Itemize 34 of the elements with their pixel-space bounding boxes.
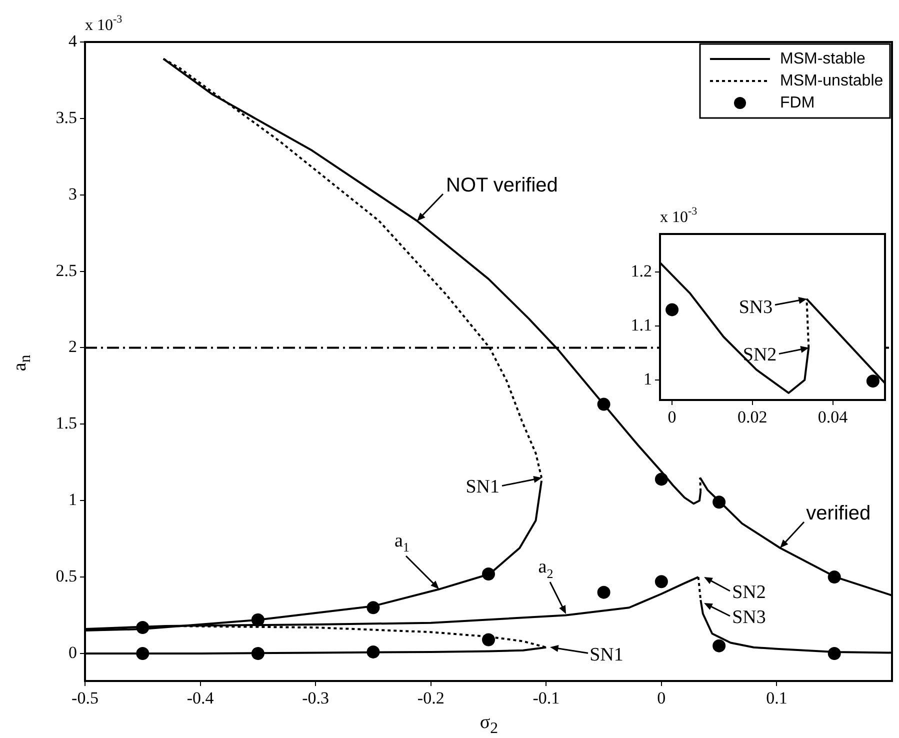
x-tick-label: 0.1 — [766, 688, 788, 708]
y-tick-label: 0.5 — [56, 566, 77, 586]
annotation: SN2 — [732, 582, 766, 604]
x-tick-label: -0.1 — [532, 688, 560, 708]
y-tick-label: 2.5 — [56, 260, 77, 280]
y-tick-label: 1 — [644, 369, 652, 388]
x-axis-title: σ$_{2}$ — [478, 712, 500, 738]
x-tick-label: 0.04 — [818, 408, 848, 427]
annotation: SN2 — [742, 344, 777, 366]
y-tick-label: 1.2 — [630, 261, 652, 280]
annotation: verified — [806, 502, 871, 525]
y-tick-label: 1.5 — [56, 414, 77, 433]
legend-label: MSM-stable — [780, 50, 866, 68]
y-tick-label: 1 — [68, 490, 77, 510]
y-tick-label: 4 — [68, 31, 78, 50]
y-tick-label: 2 — [68, 337, 77, 356]
annotation: SN3 — [738, 296, 773, 318]
x-tick-label: -0.3 — [302, 688, 330, 708]
x-tick-label: -0.4 — [186, 688, 214, 708]
x-tick-label: 0.02 — [738, 408, 768, 427]
x-tick-label: -0.2 — [417, 688, 444, 708]
legend-label: FDM — [780, 94, 815, 112]
y-tick-label: 3 — [68, 184, 77, 204]
x-tick-label: 0 — [668, 408, 676, 427]
legend-label: MSM-unstable — [780, 72, 884, 90]
y-tick-label: 0 — [68, 642, 77, 662]
annotation: NOT verified — [446, 174, 558, 196]
annotation: SN3 — [732, 607, 766, 628]
x-tick-label: 0 — [657, 688, 666, 708]
annotation: SN1 — [466, 476, 500, 498]
annotation: SN1 — [590, 644, 624, 666]
y-tick-label: 1.1 — [630, 315, 652, 334]
x-tick-label: -0.5 — [72, 688, 98, 708]
y-tick-label: 3.5 — [56, 108, 77, 127]
